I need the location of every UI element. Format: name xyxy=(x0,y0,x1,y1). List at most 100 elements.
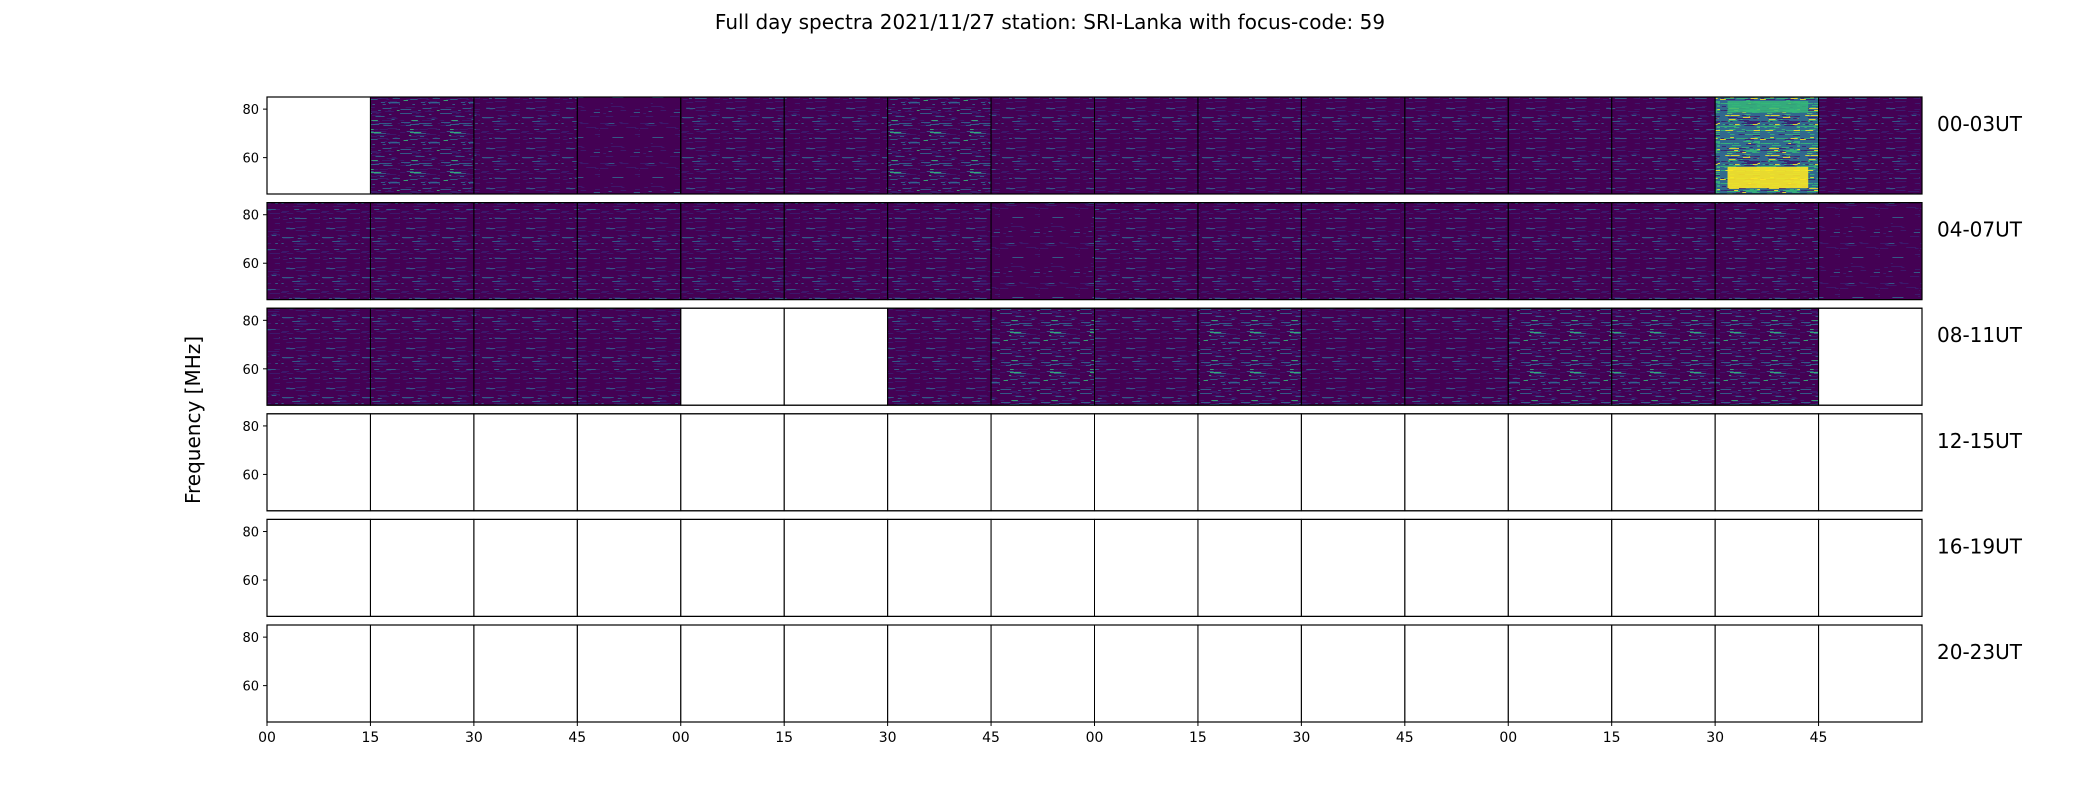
spectrum-panel xyxy=(473,202,578,300)
spectrum-panel xyxy=(577,202,681,300)
empty-panel xyxy=(1197,625,1302,722)
empty-panel xyxy=(1094,413,1198,511)
spectrum-panel xyxy=(473,308,578,406)
y-tick-label: 60 xyxy=(242,680,259,695)
empty-panel xyxy=(1404,625,1509,722)
spectrum-panel xyxy=(1094,308,1198,406)
y-tick-label: 60 xyxy=(242,152,259,167)
row-label: 12-15UT xyxy=(1937,429,2023,453)
spectrum-panel xyxy=(1404,97,1509,194)
spectrum-panel xyxy=(1818,97,1922,194)
empty-panel xyxy=(1301,625,1405,722)
spectrum-panel xyxy=(1301,308,1405,406)
y-tick-label: 80 xyxy=(242,420,259,435)
spectrum-panel xyxy=(1197,308,1302,406)
empty-panel xyxy=(267,519,371,617)
spectrum-highlight xyxy=(1727,166,1809,189)
row-label: 08-11UT xyxy=(1937,323,2023,347)
row-frame xyxy=(266,202,1923,301)
empty-panel xyxy=(1818,413,1922,511)
empty-panel xyxy=(1404,413,1509,511)
row-label: 16-19UT xyxy=(1937,534,2023,558)
empty-panel xyxy=(1611,625,1716,722)
row-label: 20-23UT xyxy=(1937,640,2023,664)
row-frame xyxy=(266,96,1923,195)
spectrum-panel xyxy=(1094,97,1198,194)
spectrum-panel xyxy=(1301,202,1405,300)
empty-panel xyxy=(1301,413,1405,511)
x-tick-label: 00 xyxy=(258,730,276,746)
spectrum-panel xyxy=(473,97,578,194)
spectrum-panel xyxy=(370,202,474,300)
empty-panel xyxy=(887,625,992,722)
x-tick-label: 30 xyxy=(465,730,483,746)
y-tick-label: 60 xyxy=(242,257,259,272)
spectrum-panel xyxy=(1611,308,1716,406)
spectrum-panel xyxy=(1404,202,1509,300)
empty-panel xyxy=(577,625,681,722)
spectrum-panel xyxy=(1818,202,1922,300)
empty-panel xyxy=(887,413,992,511)
spectrum-panel xyxy=(1301,97,1405,194)
x-tick-label: 15 xyxy=(1603,730,1621,746)
spectrum-panel xyxy=(887,308,992,406)
spectrum-panel xyxy=(1611,97,1716,194)
spectrum-panel xyxy=(1197,97,1302,194)
x-tick-label: 15 xyxy=(362,730,380,746)
y-tick-label: 80 xyxy=(242,526,259,541)
spectrum-panel xyxy=(1508,97,1612,194)
y-tick-label: 60 xyxy=(242,363,259,378)
row-label: 04-07UT xyxy=(1937,218,2023,242)
empty-panel xyxy=(1611,519,1716,617)
spectrum-panel xyxy=(1508,202,1612,300)
empty-panel xyxy=(473,519,578,617)
spectrum-panel xyxy=(991,308,1095,406)
y-tick-label: 60 xyxy=(242,574,259,589)
spectrum-panel xyxy=(991,97,1095,194)
empty-panel xyxy=(1094,625,1198,722)
empty-panel xyxy=(991,413,1095,511)
empty-panel xyxy=(784,308,888,406)
empty-panel xyxy=(784,519,888,617)
y-tick-label: 80 xyxy=(242,103,259,118)
spectrum-panel xyxy=(784,97,888,194)
spectrum-panel xyxy=(1404,308,1509,406)
empty-panel xyxy=(1301,519,1405,617)
empty-panel xyxy=(1508,413,1612,511)
spectrum-panel xyxy=(1197,202,1302,300)
spectrum-panel xyxy=(1094,202,1198,300)
y-tick-label: 80 xyxy=(242,314,259,329)
row-label: 00-03UT xyxy=(1937,112,2023,136)
empty-panel xyxy=(784,413,888,511)
x-tick-label: 45 xyxy=(1810,730,1828,746)
spectrum-panel xyxy=(1611,202,1716,300)
empty-panel xyxy=(473,625,578,722)
spectrum-highlight xyxy=(1727,101,1809,113)
empty-panel xyxy=(267,413,371,511)
empty-panel xyxy=(1197,413,1302,511)
y-tick-label: 80 xyxy=(242,631,259,646)
chart-title: Full day spectra 2021/11/27 station: SRI… xyxy=(714,10,1386,34)
x-tick-label: 45 xyxy=(1396,730,1414,746)
x-tick-label: 30 xyxy=(1292,730,1310,746)
empty-panel xyxy=(1508,625,1612,722)
empty-panel xyxy=(680,308,785,406)
spectrum-panel xyxy=(1715,308,1819,406)
spectrum-panel xyxy=(370,97,474,194)
row-frame xyxy=(266,413,1923,512)
empty-panel xyxy=(1508,519,1612,617)
x-tick-label: 30 xyxy=(1706,730,1724,746)
x-tick-label: 15 xyxy=(1189,730,1207,746)
spectrum-panel xyxy=(1508,308,1612,406)
empty-panel xyxy=(1715,413,1819,511)
empty-panel xyxy=(784,625,888,722)
empty-panel xyxy=(1818,625,1922,722)
spectrum-panel xyxy=(887,202,992,300)
spectrum-panel xyxy=(267,308,371,406)
empty-panel xyxy=(370,519,474,617)
y-tick-label: 80 xyxy=(242,209,259,224)
x-tick-label: 45 xyxy=(568,730,586,746)
x-tick-label: 15 xyxy=(775,730,793,746)
